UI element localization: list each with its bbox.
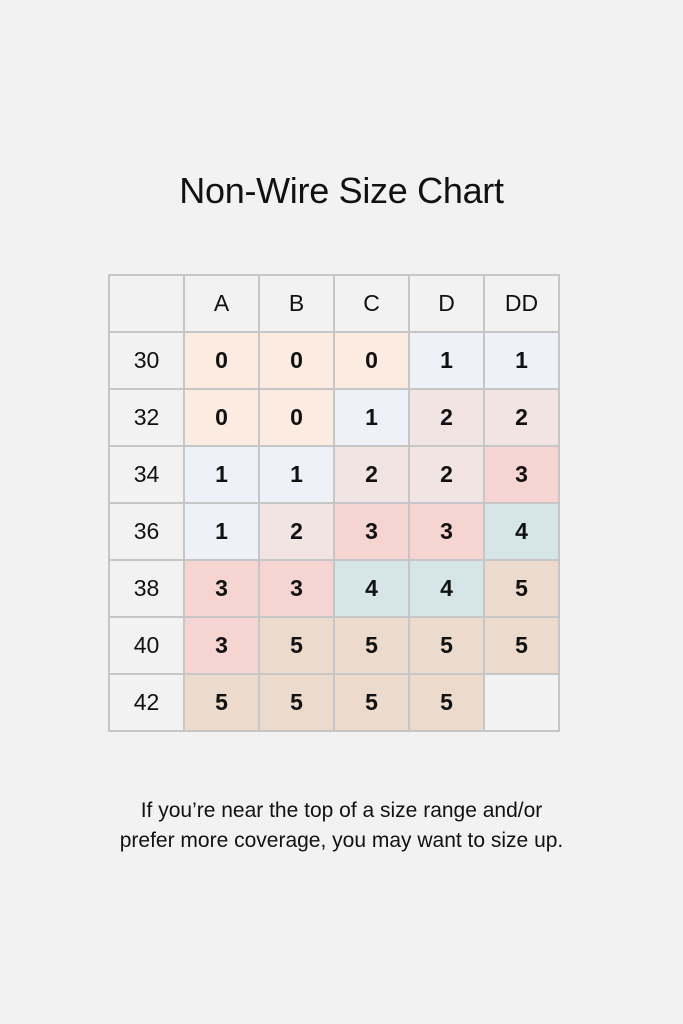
row-header: 32 <box>108 388 185 447</box>
size-cell: 5 <box>258 616 335 675</box>
sizing-note: If you’re near the top of a size range a… <box>0 796 683 856</box>
size-cell: 4 <box>333 559 410 618</box>
column-header: D <box>408 274 485 333</box>
table-row: 34 1 1 2 2 3 <box>108 445 560 504</box>
note-line: prefer more coverage, you may want to si… <box>119 829 564 852</box>
column-header: C <box>333 274 410 333</box>
row-header: 42 <box>108 673 185 732</box>
size-cell: 5 <box>408 673 485 732</box>
size-cell: 3 <box>483 445 560 504</box>
table-row: 42 5 5 5 5 <box>108 673 560 732</box>
size-cell: 0 <box>183 388 260 447</box>
size-cell: 3 <box>183 559 260 618</box>
size-cell: 4 <box>408 559 485 618</box>
column-header: B <box>258 274 335 333</box>
row-header: 34 <box>108 445 185 504</box>
size-cell: 2 <box>408 388 485 447</box>
size-cell: 2 <box>333 445 410 504</box>
size-cell: 3 <box>408 502 485 561</box>
size-cell: 3 <box>183 616 260 675</box>
size-cell: 5 <box>258 673 335 732</box>
corner-cell <box>108 274 185 333</box>
size-cell <box>483 673 560 732</box>
size-cell: 1 <box>183 502 260 561</box>
row-header: 38 <box>108 559 185 618</box>
row-header: 30 <box>108 331 185 390</box>
size-cell: 5 <box>183 673 260 732</box>
size-cell: 1 <box>258 445 335 504</box>
size-cell: 3 <box>258 559 335 618</box>
row-header: 36 <box>108 502 185 561</box>
size-cell: 4 <box>483 502 560 561</box>
size-cell: 0 <box>183 331 260 390</box>
chart-title: Non-Wire Size Chart <box>179 170 504 211</box>
table-row: 38 3 3 4 4 5 <box>108 559 560 618</box>
size-cell: 1 <box>483 331 560 390</box>
size-cell: 1 <box>183 445 260 504</box>
size-cell: 2 <box>483 388 560 447</box>
size-cell: 5 <box>408 616 485 675</box>
size-cell: 3 <box>333 502 410 561</box>
table-row: 30 0 0 0 1 1 <box>108 331 560 390</box>
note-line: If you’re near the top of a size range a… <box>140 799 543 822</box>
table-row: 40 3 5 5 5 5 <box>108 616 560 675</box>
column-header: A <box>183 274 260 333</box>
header-row: A B C D DD <box>108 274 560 333</box>
size-cell: 1 <box>408 331 485 390</box>
column-header: DD <box>483 274 560 333</box>
size-chart-table: A B C D DD 30 0 0 0 1 1 32 0 0 1 2 2 34 1 1 2 2 3 36 1 2 3 3 4 38 3 3 4 4… <box>108 274 560 732</box>
size-cell: 5 <box>333 673 410 732</box>
size-cell: 2 <box>408 445 485 504</box>
size-cell: 1 <box>333 388 410 447</box>
size-cell: 5 <box>483 559 560 618</box>
row-header: 40 <box>108 616 185 675</box>
size-cell: 0 <box>258 331 335 390</box>
size-cell: 5 <box>333 616 410 675</box>
size-cell: 2 <box>258 502 335 561</box>
size-cell: 5 <box>483 616 560 675</box>
size-cell: 0 <box>333 331 410 390</box>
table-row: 32 0 0 1 2 2 <box>108 388 560 447</box>
table-row: 36 1 2 3 3 4 <box>108 502 560 561</box>
size-cell: 0 <box>258 388 335 447</box>
